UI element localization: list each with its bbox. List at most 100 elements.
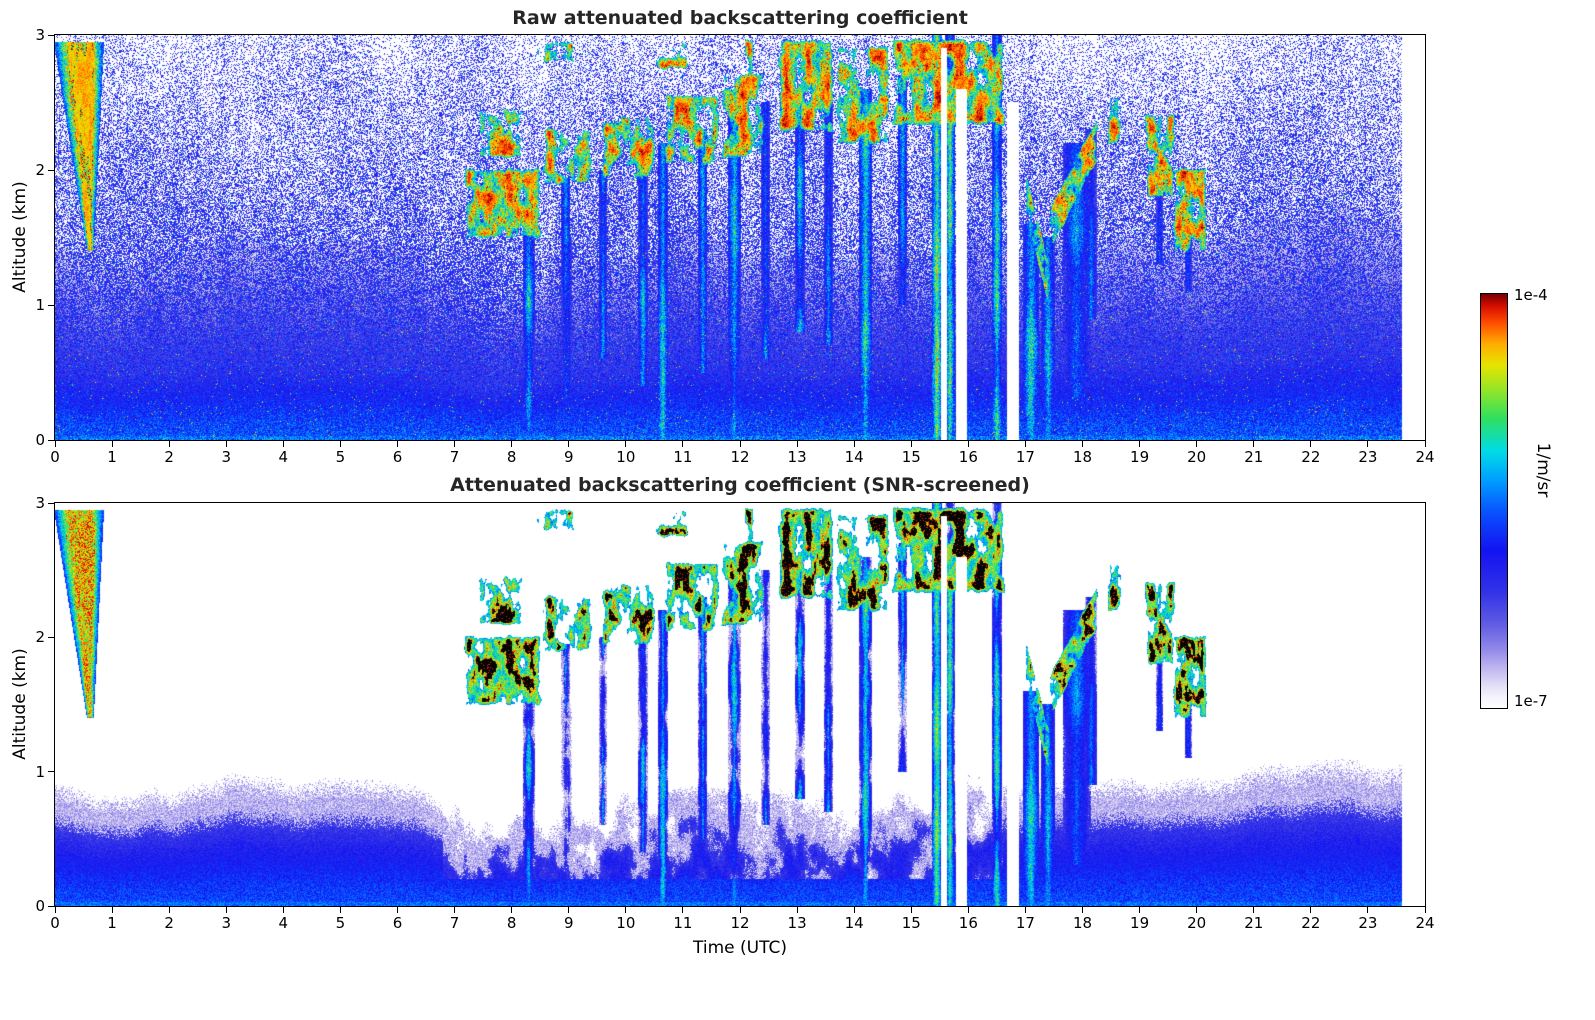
x-tick-label: 17 [1015, 914, 1035, 932]
colorbar-max-label: 1e-4 [1514, 286, 1548, 304]
x-tick-mark [910, 441, 912, 447]
y-tick-label: 2 [35, 161, 45, 179]
x-tick-mark [796, 907, 798, 913]
x-tick-mark [1024, 441, 1026, 447]
x-tick-mark [853, 441, 855, 447]
x-tick-mark [1139, 441, 1141, 447]
colorbar-min-label: 1e-7 [1514, 692, 1548, 710]
x-tick-mark [1253, 907, 1255, 913]
x-tick-mark [111, 441, 113, 447]
x-tick-mark [1310, 441, 1312, 447]
x-tick-label: 10 [616, 914, 636, 932]
x-tick-mark [1196, 907, 1198, 913]
x-tick-label: 24 [1415, 914, 1435, 932]
x-tick-mark [1367, 907, 1369, 913]
x-tick-label: 0 [50, 914, 60, 932]
x-tick-mark [1082, 441, 1083, 447]
x-tick-label: 16 [958, 914, 978, 932]
x-tick-label: 9 [563, 448, 574, 466]
x-tick-label: 10 [616, 448, 636, 466]
x-tick-mark [54, 907, 56, 913]
x-tick-label: 21 [1244, 914, 1264, 932]
x-tick-label: 20 [1187, 914, 1207, 932]
x-tick-label: 15 [901, 448, 921, 466]
x-tick-mark [1139, 907, 1141, 913]
x-tick-label: 3 [221, 914, 232, 932]
x-tick-label: 14 [844, 914, 864, 932]
x-tick-label: 22 [1301, 448, 1321, 466]
x-tick-mark [225, 441, 227, 447]
x-tick-mark [454, 441, 456, 447]
x-tick-label: 16 [958, 448, 978, 466]
x-tick-mark [967, 441, 969, 447]
x-tick-label: 18 [1072, 914, 1093, 932]
x-tick-mark [625, 441, 627, 447]
x-tick-label: 0 [50, 448, 60, 466]
x-tick-label: 3 [221, 448, 232, 466]
x-tick-mark [967, 907, 969, 913]
y-tick-label: 3 [35, 26, 45, 44]
x-tick-mark [853, 907, 855, 913]
x-tick-mark [397, 907, 398, 913]
x-tick-label: 23 [1358, 448, 1378, 466]
y-tick-label: 1 [35, 296, 45, 314]
panel-title-raw: Raw attenuated backscattering coefficien… [512, 7, 968, 29]
x-tick-label: 5 [335, 448, 346, 466]
y-tick-label: 3 [35, 494, 45, 512]
colorbar-canvas [1481, 294, 1507, 708]
x-tick-mark [225, 907, 227, 913]
x-tick-label: 8 [506, 448, 517, 466]
x-tick-mark [1424, 441, 1426, 447]
x-tick-mark [1024, 907, 1026, 913]
x-tick-mark [511, 907, 513, 913]
x-tick-label: 24 [1415, 448, 1435, 466]
x-tick-label: 18 [1072, 448, 1093, 466]
x-tick-label: 8 [506, 914, 517, 932]
panel-title-screened: Attenuated backscattering coefficient (S… [450, 474, 1030, 496]
x-axis-label: Time (UTC) [693, 938, 787, 958]
raw-heatmap-canvas [55, 35, 1425, 440]
x-tick-mark [339, 907, 341, 913]
x-tick-label: 13 [787, 448, 807, 466]
raw-heatmap-frame [54, 34, 1426, 441]
x-tick-label: 19 [1130, 914, 1150, 932]
screened-heatmap-canvas [55, 503, 1425, 906]
x-tick-mark [1082, 907, 1083, 913]
x-tick-label: 9 [563, 914, 574, 932]
x-tick-mark [1253, 441, 1255, 447]
x-tick-label: 17 [1015, 448, 1035, 466]
x-tick-label: 20 [1187, 448, 1207, 466]
x-tick-mark [168, 441, 170, 447]
x-tick-mark [54, 441, 56, 447]
x-tick-mark [282, 441, 284, 447]
y-axis-label-raw: Altitude (km) [10, 181, 30, 293]
x-tick-label: 4 [278, 914, 289, 932]
x-tick-label: 23 [1358, 914, 1378, 932]
x-tick-mark [568, 441, 570, 447]
x-tick-mark [1310, 907, 1312, 913]
y-tick-mark [48, 439, 54, 441]
screened-heatmap-frame [54, 502, 1426, 907]
x-tick-label: 2 [164, 914, 174, 932]
y-tick-label: 0 [35, 431, 45, 449]
y-tick-mark [48, 771, 54, 773]
y-axis-label-screened: Altitude (km) [10, 648, 30, 760]
x-tick-mark [1196, 441, 1198, 447]
y-tick-label: 0 [35, 897, 45, 915]
x-tick-label: 13 [787, 914, 807, 932]
x-tick-label: 1 [107, 448, 117, 466]
x-tick-mark [168, 907, 170, 913]
x-tick-mark [339, 441, 341, 447]
colorbar-frame [1480, 293, 1508, 709]
x-tick-mark [682, 441, 684, 447]
x-tick-mark [739, 907, 741, 913]
colorbar-unit-label: 1/m/sr [1533, 442, 1553, 498]
x-tick-label: 7 [449, 448, 460, 466]
x-tick-label: 4 [278, 448, 289, 466]
x-tick-label: 14 [844, 448, 864, 466]
x-tick-label: 2 [164, 448, 174, 466]
x-tick-label: 5 [335, 914, 346, 932]
y-tick-mark [48, 304, 54, 306]
y-tick-label: 2 [35, 628, 45, 647]
y-tick-label: 1 [35, 762, 45, 781]
